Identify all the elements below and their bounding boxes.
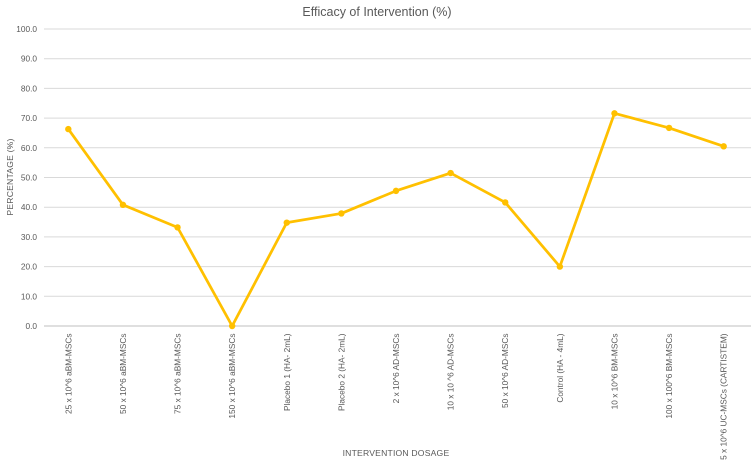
x-axis-title: INTERVENTION DOSAGE [343,448,450,458]
y-axis-tick-labels: 0.0 10.0 20.0 30.0 40.0 50.0 60.0 70.0 80.0 90.0 1… [16,24,37,331]
x-category-label: 10 x 10^6 BM-MSCs [609,334,619,410]
x-category-label: 5 x 10^6 UC-MSCs (CARTISTEM) [719,333,729,460]
x-category-label: 75 x 10^6 aBM-MSCs [173,334,183,414]
x-category-label: Control (HA - 4mL) [555,333,565,402]
data-point-marker [228,322,236,330]
data-point-marker [338,210,345,217]
y-tick-label: 40.0 [21,202,38,212]
y-tick-label: 20.0 [21,262,38,272]
x-category-label: 50 x 10^6 AD-MSCs [500,334,510,408]
y-tick-label: 90.0 [21,54,38,64]
y-tick-label: 80.0 [21,83,38,93]
x-category-label: 100 x 100^6 BM-MSCs [664,334,674,419]
y-tick-label: 30.0 [21,232,38,242]
data-point-marker [502,199,509,206]
gridlines-group [44,28,751,327]
y-tick-label: 50.0 [21,173,38,183]
y-tick-label: 0.0 [25,321,37,331]
x-category-label: 2 x 10^6 AD-MSCs [391,334,401,404]
y-axis-title: PERCENTAGE (%) [5,138,15,215]
x-axis-tick-labels: 25 x 10^6 aBM-MSCs 50 x 10^6 aBM-MSCs 75 x… [63,333,728,460]
data-point-marker [665,124,673,132]
x-category-label: Placebo 2 (HA- 2mL) [336,333,346,411]
chart-title: Efficacy of Intervention (%) [302,5,451,19]
data-point-marker [283,219,290,226]
series-group [65,110,727,330]
y-tick-label: 100.0 [16,24,37,34]
data-point-marker [556,263,564,270]
data-point-marker [447,169,454,177]
data-point-marker [65,125,72,133]
series-line [66,111,726,328]
y-tick-label: 10.0 [21,291,38,301]
x-category-label: Placebo 1 (HA- 2mL) [282,333,292,411]
data-point-marker [611,110,618,117]
data-point-marker [392,187,400,195]
x-category-label: 10 x 10 ^6 AD-MSCs [446,334,456,411]
x-category-label: 150 x 10^6 aBM-MSCs [227,334,237,419]
x-category-label: 25 x 10^6 aBM-MSCs [63,334,73,414]
y-tick-label: 60.0 [21,143,38,153]
y-tick-label: 70.0 [21,113,38,123]
data-point-marker [720,143,727,150]
data-point-marker [174,224,181,231]
data-point-marker [119,201,127,209]
x-category-label: 50 x 10^6 aBM-MSCs [118,334,128,414]
